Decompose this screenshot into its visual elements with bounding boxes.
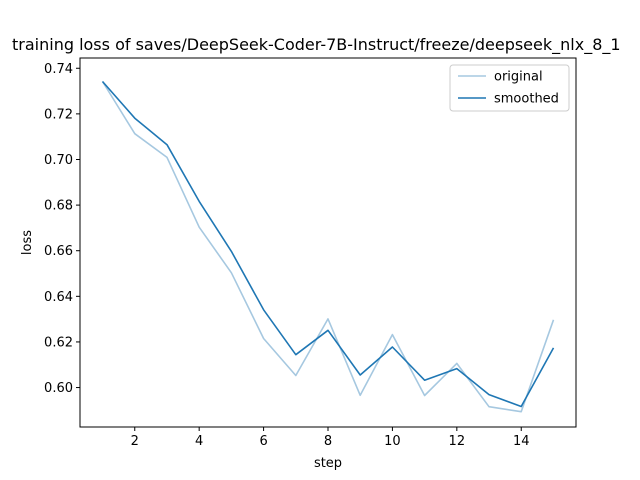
x-tick-label: 4 [195, 434, 203, 449]
x-axis-label: step [314, 456, 342, 471]
y-tick-label: 0.60 [44, 381, 73, 396]
y-tick-label: 0.70 [44, 153, 73, 168]
y-tick-label: 0.62 [44, 335, 73, 350]
chart-title: training loss of saves/DeepSeek-Coder-7B… [12, 35, 621, 55]
x-tick-label: 6 [259, 434, 267, 449]
y-tick-label: 0.68 [44, 199, 73, 214]
legend: original smoothed [449, 64, 570, 112]
y-axis-ticks: 0.60 0.62 0.64 0.66 0.68 0.70 0.72 0.74 [44, 62, 80, 396]
x-axis-ticks: 2 4 6 8 10 12 14 [131, 427, 530, 449]
y-tick-label: 0.74 [44, 62, 73, 77]
x-tick-label: 12 [449, 434, 466, 449]
x-tick-label: 10 [384, 434, 401, 449]
y-tick-label: 0.64 [44, 290, 73, 305]
series-line-original [101, 81, 555, 413]
y-axis-label: loss [20, 230, 35, 255]
legend-label-smoothed: smoothed [494, 92, 559, 107]
x-tick-label: 8 [324, 434, 332, 449]
series-lines [101, 80, 555, 413]
x-tick-label: 2 [131, 434, 139, 449]
axes-frame [79, 57, 577, 428]
x-tick-label: 14 [513, 434, 530, 449]
y-tick-label: 0.66 [44, 244, 73, 259]
legend-label-original: original [494, 70, 543, 85]
y-tick-label: 0.72 [44, 107, 73, 122]
series-line-smoothed [101, 80, 555, 408]
